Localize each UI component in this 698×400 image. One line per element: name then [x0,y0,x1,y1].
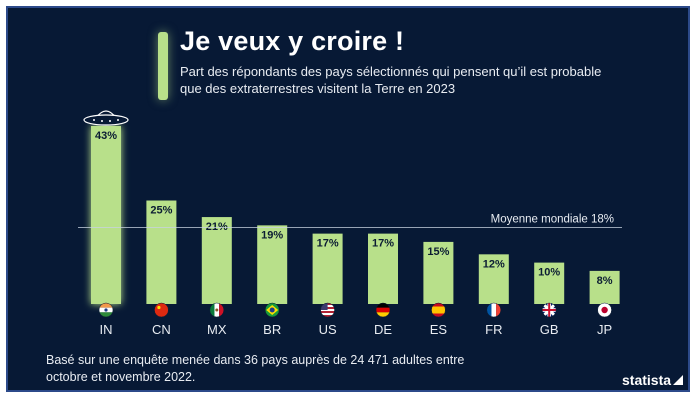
bar-value-label: 25% [150,205,172,217]
chart-footnote: Basé sur une enquête menée dans 36 pays … [46,353,465,384]
bar-br [257,225,288,304]
germany-flag-icon [375,302,391,318]
x-tick-label: JP [597,322,612,337]
bar-fr [478,254,509,304]
x-tick-label: IN [100,322,113,337]
x-tick-label: BR [263,322,281,337]
china-flag-icon [154,302,169,318]
brand-logo-text: statista [622,372,672,388]
bar-value-label: 8% [597,275,613,287]
mexico-flag-icon [209,302,225,318]
bar-value-label: 17% [372,238,394,250]
bar-gb [534,262,565,304]
bar-value-label: 43% [95,130,117,142]
x-tick-label: DE [374,322,392,337]
bar-value-label: 10% [538,267,560,279]
bar-value-label: 19% [261,229,283,241]
bar-value-label: 17% [317,238,339,250]
x-tick-label: FR [485,322,502,337]
uk-flag-icon [541,302,557,318]
bar-mx [201,217,232,304]
bar-in [91,126,121,304]
ufo-icon [83,110,129,126]
japan-flag-icon [597,302,612,318]
x-tick-label: GB [540,322,559,337]
chart-title: Je veux y croire ! [180,26,405,56]
bar-jp [589,270,620,304]
x-tick-label: US [319,322,337,337]
x-tick-label: CN [152,322,171,337]
bar-es [423,241,454,304]
usa-flag-icon [320,302,335,318]
bar-value-label: 21% [206,221,228,233]
bar-value-label: 12% [483,258,505,270]
bar-value-label: 15% [427,246,449,258]
bar-us [312,233,343,304]
x-tick-label: MX [207,322,227,337]
title-accent-bar [158,32,168,100]
brazil-flag-icon [264,302,280,318]
statista-logo-icon [673,375,683,385]
spain-flag-icon [431,302,446,318]
x-tick-label: ES [430,322,448,337]
average-reference-label: Moyenne mondiale 18% [491,213,614,225]
india-flag-icon [98,302,114,318]
france-flag-icon [486,302,502,318]
bar-de [368,233,398,304]
infographic-panel: Je veux y croire ! Part des répondants d… [6,6,690,392]
bar-cn [146,200,177,304]
bar-chart: 43% IN 25% CN 21% MX 19% BR 17% US 17% DE 15% ES 12% FR… [78,110,622,337]
chart-subtitle: Part des répondants des pays sélectionné… [180,64,602,96]
